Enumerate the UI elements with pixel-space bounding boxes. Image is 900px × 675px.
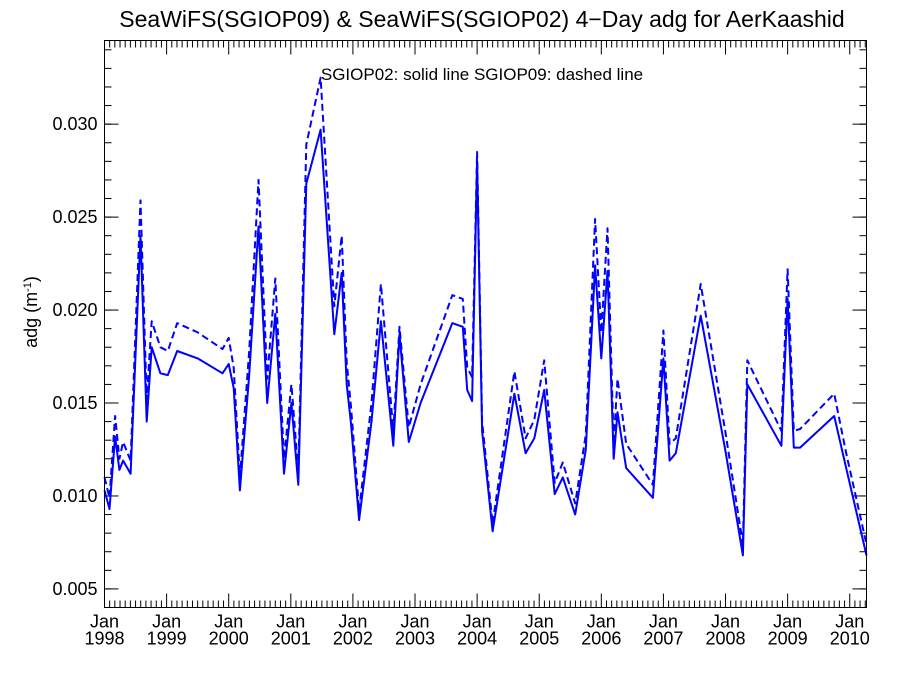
x-tick-label-month: Jan [90, 612, 119, 632]
x-tick-label-month: Jan [711, 612, 740, 632]
x-tick-label-year: 2008 [706, 629, 746, 649]
x-tick-label-month: Jan [773, 612, 802, 632]
y-tick-label: 0.025 [52, 207, 97, 227]
chart-title: SeaWiFS(SGIOP09) & SeaWiFS(SGIOP02) 4−Da… [119, 6, 844, 32]
y-tick-label: 0.005 [52, 579, 97, 599]
x-tick-label-year: 1998 [84, 629, 124, 649]
series-line-sgiop02 [103, 128, 868, 557]
legend-annotation: SGIOP02: solid line SGIOP09: dashed line [321, 65, 643, 84]
x-tick-label-month: Jan [525, 612, 554, 632]
y-axis-label-text: adg (m [21, 292, 41, 348]
y-tick-label: 0.010 [52, 486, 97, 506]
y-tick-label: 0.030 [52, 114, 97, 134]
x-tick-label-year: 2007 [643, 629, 683, 649]
x-tick-label-month: Jan [400, 612, 429, 632]
y-tick-label: 0.015 [52, 393, 97, 413]
x-tick-label-year: 2009 [768, 629, 808, 649]
plot-frame [104, 40, 867, 608]
y-axis-label-superscript: -1 [22, 282, 34, 292]
x-tick-label-year: 2005 [519, 629, 559, 649]
y-axis-label: adg (m-1) [21, 276, 41, 348]
x-tick-label-month: Jan [338, 612, 367, 632]
x-tick-label-year: 2002 [333, 629, 373, 649]
series-layer [103, 76, 868, 557]
tick-labels: 0.0050.0100.0150.0200.0250.030Jan1998Jan… [52, 114, 869, 648]
x-tick-label-year: 2003 [395, 629, 435, 649]
series-line-sgiop09 [103, 76, 868, 546]
x-tick-label-year: 1999 [147, 629, 187, 649]
x-tick-label-year: 2000 [209, 629, 249, 649]
x-tick-label-month: Jan [276, 612, 305, 632]
x-tick-label-year: 2004 [457, 629, 497, 649]
x-tick-label-month: Jan [587, 612, 616, 632]
axis-ticks [104, 40, 867, 608]
x-tick-label-month: Jan [835, 612, 864, 632]
x-tick-label-month: Jan [463, 612, 492, 632]
y-tick-label: 0.020 [52, 300, 97, 320]
x-tick-label-year: 2001 [271, 629, 311, 649]
x-tick-label-month: Jan [214, 612, 243, 632]
y-axis-label-close: ) [21, 276, 41, 282]
x-tick-label-year: 2006 [581, 629, 621, 649]
x-tick-label-year: 2010 [830, 629, 870, 649]
x-tick-label-month: Jan [649, 612, 678, 632]
x-tick-label-month: Jan [152, 612, 181, 632]
